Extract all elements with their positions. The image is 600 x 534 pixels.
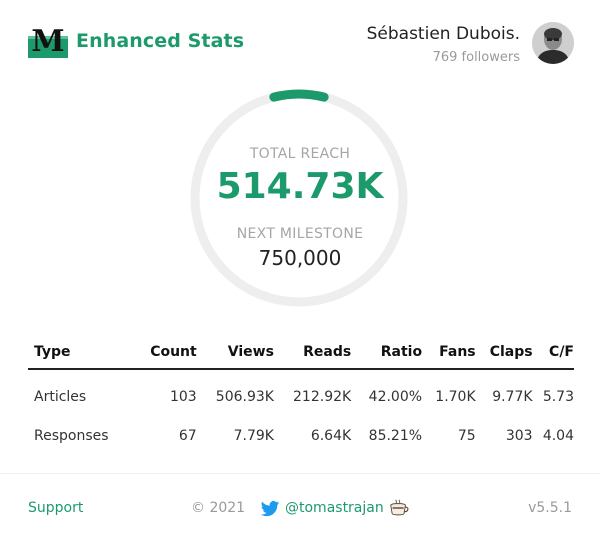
cell-cf: 5.73 — [542, 389, 574, 405]
header-views[interactable]: Views — [196, 338, 274, 370]
next-milestone-label: NEXT MILESTONE — [236, 226, 364, 242]
cell-claps: 9.77K — [492, 389, 533, 405]
twitter-handle-link[interactable]: @tomastrajan — [285, 500, 384, 516]
total-reach-value: 514.73K — [216, 166, 384, 207]
header-type[interactable]: Type — [28, 338, 135, 370]
total-reach-label: TOTAL REACH — [249, 146, 351, 162]
table-row: Articles 103 506.93K 212.92K 42.00% 1.70… — [28, 369, 574, 418]
header-reads[interactable]: Reads — [273, 338, 352, 370]
followers-count: 769 followers — [432, 50, 520, 65]
cell-reads: 212.92K — [293, 389, 352, 405]
avatar-image — [532, 22, 574, 64]
next-milestone-value: 750,000 — [258, 246, 342, 270]
cell-count: 103 — [169, 389, 197, 405]
cell-reads: 6.64K — [310, 428, 352, 444]
cell-ratio: 42.00% — [368, 389, 423, 405]
header: M Enhanced Stats Sébastien Dubois. 769 f… — [0, 0, 600, 80]
support-link[interactable]: Support — [28, 500, 84, 516]
header-cf[interactable]: C/F — [532, 338, 574, 370]
cell-views: 506.93K — [215, 389, 274, 405]
cell-count: 67 — [178, 428, 197, 444]
medium-logo-icon: M — [28, 24, 68, 58]
cell-type: Responses — [34, 428, 109, 444]
twitter-bird-icon[interactable] — [259, 499, 281, 519]
header-claps[interactable]: Claps — [475, 338, 533, 370]
table-row: Responses 67 7.79K 6.64K 85.21% 75 303 4… — [28, 418, 574, 454]
app-title: Enhanced Stats — [76, 30, 245, 52]
user-name[interactable]: Sébastien Dubois. — [366, 24, 520, 44]
cell-views: 7.79K — [233, 428, 274, 444]
version-label: v5.5.1 — [528, 500, 572, 516]
cell-claps: 303 — [505, 428, 533, 444]
cell-fans: 1.70K — [435, 389, 476, 405]
cell-cf: 4.04 — [542, 428, 574, 444]
coffee-cup-icon[interactable] — [388, 497, 410, 519]
copyright-text: © 2021 — [191, 500, 246, 516]
user-avatar[interactable] — [532, 22, 574, 64]
header-count[interactable]: Count — [134, 338, 197, 370]
header-ratio[interactable]: Ratio — [351, 338, 423, 370]
cell-type: Articles — [34, 389, 87, 405]
ring-progress-arc — [269, 89, 329, 102]
reach-progress-ring — [190, 89, 408, 307]
footer-divider — [0, 473, 600, 474]
cell-ratio: 85.21% — [368, 428, 423, 444]
cell-fans: 75 — [457, 428, 476, 444]
stats-table: Type Count Views Reads Ratio Fans Claps … — [28, 338, 574, 454]
header-fans[interactable]: Fans — [422, 338, 476, 370]
logo-letter: M — [31, 24, 64, 58]
table-header-row: Type Count Views Reads Ratio Fans Claps … — [28, 338, 574, 370]
